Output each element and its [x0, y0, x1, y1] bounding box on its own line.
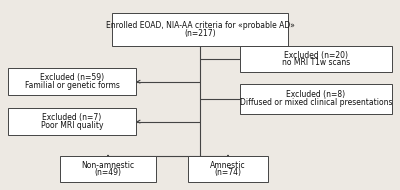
- Text: Excluded (n=8): Excluded (n=8): [286, 90, 346, 99]
- Text: Excluded (n=20): Excluded (n=20): [284, 51, 348, 59]
- Text: Excluded (n=59): Excluded (n=59): [40, 73, 104, 82]
- Text: no MRI T1w scans: no MRI T1w scans: [282, 58, 350, 67]
- FancyBboxPatch shape: [112, 13, 288, 46]
- Text: Excluded (n=7): Excluded (n=7): [42, 113, 102, 122]
- FancyBboxPatch shape: [60, 156, 156, 182]
- Text: Amnestic: Amnestic: [210, 161, 246, 170]
- Text: Familial or genetic forms: Familial or genetic forms: [24, 81, 120, 90]
- Text: (n=49): (n=49): [94, 169, 122, 177]
- Text: (n=217): (n=217): [184, 29, 216, 38]
- FancyBboxPatch shape: [8, 108, 136, 135]
- FancyBboxPatch shape: [240, 46, 392, 72]
- FancyBboxPatch shape: [240, 84, 392, 114]
- FancyBboxPatch shape: [8, 68, 136, 95]
- Text: (n=74): (n=74): [214, 169, 242, 177]
- Text: Enrolled EOAD, NIA-AA criteria for «probable AD»: Enrolled EOAD, NIA-AA criteria for «prob…: [106, 21, 294, 30]
- Text: Diffused or mixed clinical presentations: Diffused or mixed clinical presentations: [240, 98, 392, 107]
- FancyBboxPatch shape: [188, 156, 268, 182]
- Text: Non-amnestic: Non-amnestic: [82, 161, 134, 170]
- Text: Poor MRI quality: Poor MRI quality: [41, 121, 103, 130]
